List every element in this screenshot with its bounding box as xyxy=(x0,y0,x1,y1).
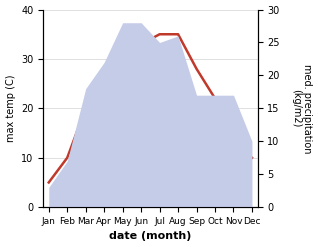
Y-axis label: max temp (C): max temp (C) xyxy=(5,75,16,142)
Y-axis label: med. precipitation
(kg/m2): med. precipitation (kg/m2) xyxy=(291,64,313,153)
X-axis label: date (month): date (month) xyxy=(109,231,191,242)
